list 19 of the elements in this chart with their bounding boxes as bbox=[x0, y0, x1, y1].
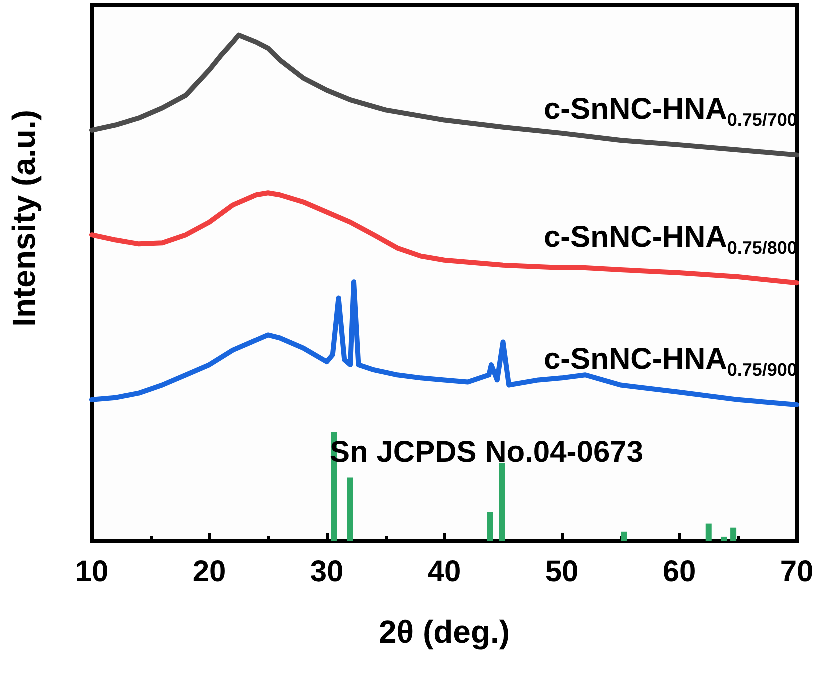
x-axis-title: 2θ (deg.) bbox=[378, 614, 510, 650]
x-tick-label: 30 bbox=[310, 556, 344, 588]
bar bbox=[487, 512, 494, 541]
bar bbox=[721, 536, 728, 541]
x-tick-label: 40 bbox=[428, 556, 462, 588]
x-tick-label: 10 bbox=[75, 556, 109, 588]
bar bbox=[706, 524, 712, 541]
x-tick-label: 60 bbox=[662, 556, 696, 588]
y-axis-title: Intensity (a.u.) bbox=[6, 110, 42, 327]
x-tick-label: 20 bbox=[192, 556, 226, 588]
bar bbox=[730, 528, 737, 541]
series-label: c-SnNC-HNA$_{0.75/800}$ bbox=[544, 221, 798, 260]
x-tick-label: 50 bbox=[545, 556, 579, 588]
series-label: c-SnNC-HNA$_{0.75/700}$ bbox=[544, 93, 798, 132]
series-label: c-SnNC-HNA$_{0.75/900}$ bbox=[544, 342, 798, 382]
bar bbox=[621, 532, 628, 541]
bar bbox=[348, 478, 354, 541]
x-tick-label: 70 bbox=[780, 556, 814, 588]
bar bbox=[499, 463, 506, 541]
